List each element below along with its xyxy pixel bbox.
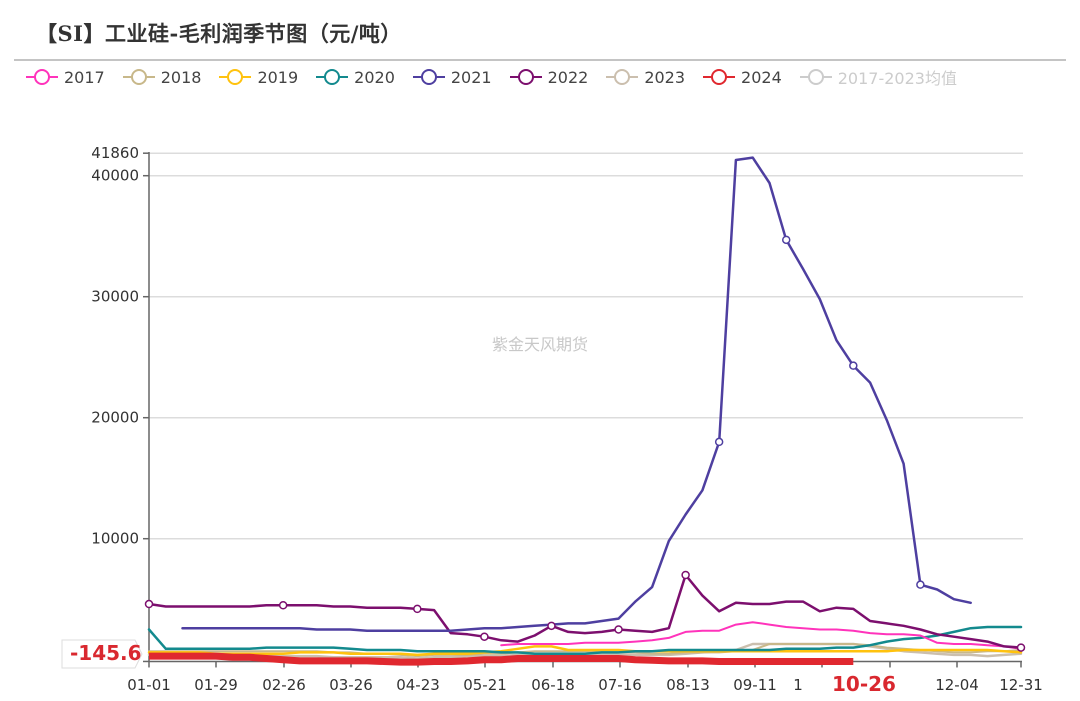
x-tick-label: 01-01 [127,676,171,694]
legend-line-circle-icon [703,69,736,85]
x-tick-label: 12-31 [999,676,1043,694]
legend-item-2022[interactable]: 2022 [509,67,589,87]
data-point-marker[interactable] [916,580,925,589]
y-tick-label: 41860 [91,144,139,162]
data-point-marker[interactable] [849,361,858,370]
legend-label: 2018 [160,67,202,87]
legend-line-circle-icon [26,69,58,85]
chart-legend: 2017 2018 2019 2020 2021 2022 2023 2024 2017-202… [26,64,975,90]
x-tick-label: 05-21 [463,676,507,694]
watermark: 紫金天风期货 [492,335,588,354]
x-tick-label: 07-16 [598,676,642,694]
legend-item-2024[interactable]: 2024 [703,68,782,87]
x-tick-label: 12-04 [935,676,979,694]
series-line-2020 [147,625,1023,655]
legend-item-2023[interactable]: 2023 [606,68,685,87]
x-tick-label: 04-23 [396,676,440,694]
legend-label: 2017 [64,67,105,87]
x-tick-label: 08-13 [666,676,710,694]
chart-title: 【SI】工业硅-毛利润季节图（元/吨） [36,21,402,46]
data-point-marker[interactable] [547,621,556,631]
legend-line-circle-icon [412,69,445,85]
series-line-2021 [181,156,972,632]
series-markers [144,235,1026,652]
y-tick-label: 40000 [91,167,139,185]
legend-line-circle-icon [606,69,639,85]
legend-label: 2020 [354,67,395,87]
x-tick-label: 01-29 [194,676,238,694]
legend-item-2019[interactable]: 2019 [219,68,298,87]
legend-line-circle-icon [122,69,155,85]
y-tick-label: 10000 [91,530,139,548]
series-line-2022 [147,573,1023,649]
data-point-marker[interactable] [614,625,623,634]
legend-item-2020[interactable]: 2020 [316,68,395,87]
legend-line-circle-icon [316,69,349,85]
data-point-marker[interactable] [278,601,288,610]
x-tick-label: 1 [793,676,803,694]
series-lines [147,156,1023,666]
y-tick-label: 30000 [91,288,139,306]
x-tick-label: 06-18 [531,676,575,694]
data-point-marker[interactable] [714,437,724,447]
data-point-marker[interactable] [1016,643,1026,652]
x-axis-highlight-label: 10-26 [829,672,899,696]
data-point-marker[interactable] [480,632,489,641]
legend-label: 2017-2023均值 [837,69,957,88]
series-line-2019 [147,645,1023,657]
series-line-2024 [149,652,854,666]
axes: 41860 40000 30000 20000 10000 01-01 01-29 02-26… [91,144,1043,694]
legend-line-circle-icon [509,69,542,85]
series-line-2017 [500,621,1022,650]
data-point-marker[interactable] [781,235,791,245]
legend-label: 2021 [450,67,492,87]
x-tick-label: 09-11 [733,676,777,694]
x-tick-label: 03-26 [329,676,373,694]
y-tick-label: 20000 [91,409,139,427]
grid-lines [149,152,1023,540]
y-min-label: -145.6 [70,641,142,665]
x-tick-label: 02-26 [262,676,306,694]
legend-label: 2022 [547,67,589,87]
legend-item-2021[interactable]: 2021 [412,67,492,87]
legend-item-2017-2023均值[interactable]: 2017-2023均值 [799,65,957,89]
data-point-marker[interactable] [681,570,690,580]
legend-line-circle-icon [219,69,252,85]
legend-item-2017[interactable]: 2017 [26,68,105,87]
legend-label: 2023 [644,67,686,87]
title-divider [14,59,1066,61]
data-point-marker[interactable] [144,599,154,609]
data-point-marker[interactable] [413,604,422,614]
legend-label: 2019 [257,67,299,87]
legend-line-circle-icon [799,69,832,85]
legend-item-2018[interactable]: 2018 [122,67,202,87]
y-min-badge [61,639,143,669]
legend-label: 2024 [741,67,782,87]
